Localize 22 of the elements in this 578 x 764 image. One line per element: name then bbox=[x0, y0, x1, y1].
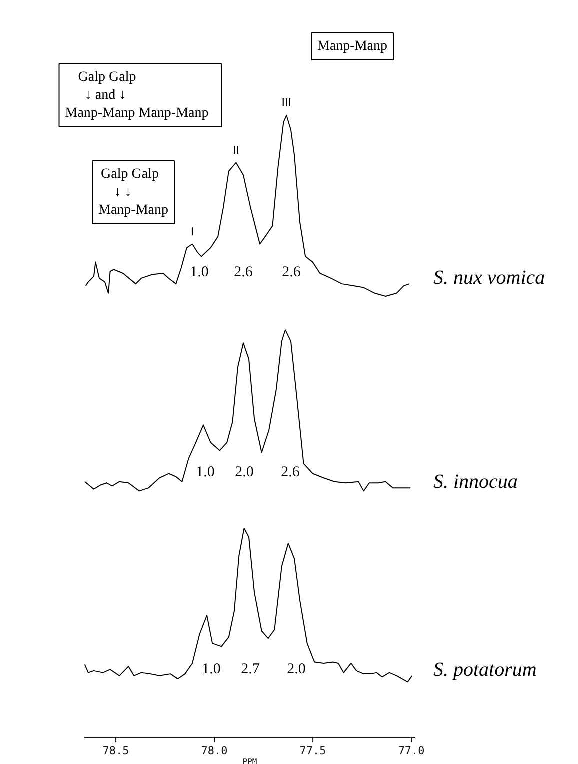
x-tick-label: 78.0 bbox=[201, 744, 228, 758]
annotation: Galp Galp ↓ ↓ Manp-Manp bbox=[98, 167, 169, 218]
annotation: II bbox=[232, 144, 240, 157]
annotation: III bbox=[282, 96, 292, 110]
series-label: S. potatorum bbox=[434, 658, 537, 681]
annotation: 2.0 bbox=[287, 662, 306, 678]
annotation: Galp Galp ↓ and ↓ Manp-Manp Manp-Manp bbox=[65, 70, 209, 121]
annotation: I bbox=[190, 225, 194, 238]
series-label: S. nux vomica bbox=[434, 267, 546, 290]
annotation: 1.0 bbox=[196, 464, 215, 480]
annotation: 2.6 bbox=[282, 264, 302, 280]
annotation: 2.0 bbox=[235, 464, 254, 480]
x-tick-label: 78.5 bbox=[102, 744, 130, 758]
x-tick-label: 77.0 bbox=[398, 744, 425, 758]
annotation: 2.7 bbox=[241, 662, 260, 678]
annotation: 1.0 bbox=[202, 662, 221, 678]
text: Manp-Manp bbox=[318, 39, 388, 54]
x-tick-label: 77.5 bbox=[300, 744, 326, 758]
annotation: 2.6 bbox=[234, 264, 254, 280]
annotation: 1.0 bbox=[190, 264, 209, 280]
annotation: 2.6 bbox=[281, 464, 300, 480]
series-label: S. innocua bbox=[434, 471, 518, 494]
